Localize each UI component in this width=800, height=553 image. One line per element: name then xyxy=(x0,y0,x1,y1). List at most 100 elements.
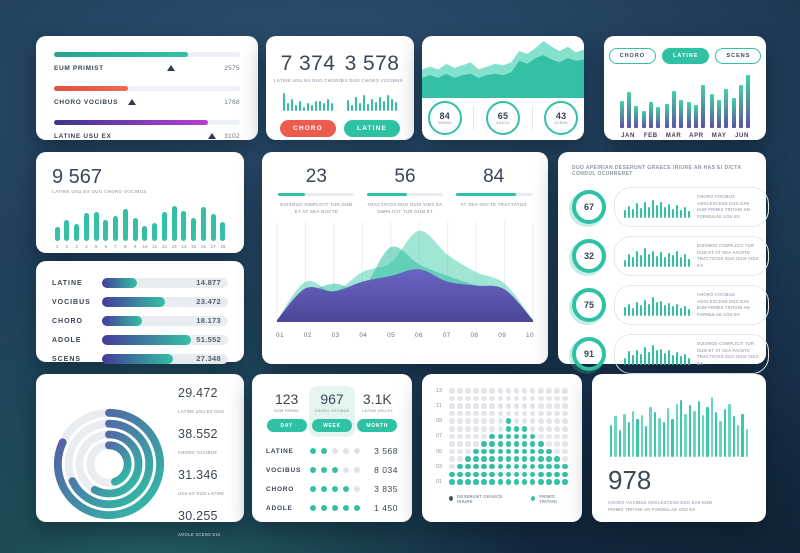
periods-card: 123 EUM PRIMIS DAY 967 CHORO VOCIBUS WEEK 3.1K… xyxy=(252,374,412,522)
bar-label: 17 xyxy=(210,244,216,250)
x-label: 01 xyxy=(276,331,284,339)
hbar-row: LATINE 14.877 xyxy=(52,278,228,288)
slider-meta: EUM PRIMIST 2575 xyxy=(54,64,240,73)
period-button-week[interactable]: WEEK xyxy=(311,419,352,432)
ring-chart-wrap: 29.472 LATINE USU EX DUO 38.552 CHORO VOCIB… xyxy=(36,374,244,553)
slider-marker-icon[interactable] xyxy=(208,133,217,139)
progress-row: 67 CHORO VOCIBUS ADOLESCENS DUO EAE EUM P… xyxy=(572,187,769,227)
bar-label: 7 xyxy=(114,244,117,250)
spark-bar xyxy=(319,101,321,111)
tab-scens[interactable]: SCENS xyxy=(715,48,762,64)
area-layer xyxy=(422,55,584,98)
matrix-dot xyxy=(521,410,528,417)
matrix-dot xyxy=(521,471,528,478)
bar xyxy=(731,97,736,128)
bar xyxy=(676,303,678,316)
slider-marker-icon[interactable] xyxy=(167,65,176,71)
matrix-dot xyxy=(489,418,495,424)
matrix-dot xyxy=(538,448,544,455)
hbar-fill xyxy=(102,316,143,326)
matrix-dot xyxy=(562,426,568,432)
mini-bar-chart xyxy=(624,294,690,316)
slider-track[interactable] xyxy=(54,52,240,57)
tab-latine[interactable]: LATINE xyxy=(662,48,710,64)
matrix-dot xyxy=(521,448,528,455)
bar-column: 13 xyxy=(171,205,177,249)
bar xyxy=(728,403,731,457)
stat-caption: TRACTATOS DUO DUIS VIDS EA SIMPLICIT TUR… xyxy=(367,201,443,214)
slider-row: EUM PRIMIST 2575 xyxy=(54,52,240,73)
matrix-dots xyxy=(449,471,568,478)
matrix-dot xyxy=(562,479,568,485)
hbar-track: 23.472 xyxy=(102,297,228,307)
bar-label: 10 xyxy=(142,244,148,250)
matrix-dot xyxy=(449,463,455,470)
matrix-dot xyxy=(505,433,512,440)
matrix-dot xyxy=(481,448,487,455)
bar xyxy=(181,210,187,242)
period-stats: 123 EUM PRIMIS DAY 967 CHORO VOCIBUS WEEK 3.1K… xyxy=(252,374,412,437)
ring-caption: LATINE USU EX DUO xyxy=(178,409,225,414)
slider-fill xyxy=(54,120,209,125)
hbar-row: SCENS 27.348 xyxy=(52,354,228,364)
slider-track[interactable] xyxy=(54,86,240,91)
progress-row: 75 CHORO VOCIBUS ADOLESCENS DUO EAE EUM P… xyxy=(572,285,769,325)
bar xyxy=(684,354,686,365)
matrix-dot xyxy=(513,463,520,470)
stat-progress-track xyxy=(366,193,443,196)
bar-column: 16 xyxy=(200,207,206,249)
slider-marker-icon[interactable] xyxy=(128,99,137,105)
period-button-month[interactable]: MONTH xyxy=(357,419,398,432)
matrix-dot xyxy=(538,456,544,462)
matrix-dot xyxy=(529,395,536,402)
bar xyxy=(648,253,650,267)
bar xyxy=(688,405,692,457)
matrix-dot xyxy=(449,388,455,394)
x-axis-labels: 01 02 03 04 05 06 07 08 09 10 xyxy=(262,332,548,339)
matrix-dot xyxy=(457,456,463,462)
matrix-row: 09 xyxy=(436,417,568,425)
month-label: MAR xyxy=(665,133,682,139)
matrix-dot xyxy=(465,418,471,424)
progress-text: CHORO VOCIBUS ADOLESCENS DUO EAE EUM PRI… xyxy=(697,194,750,219)
matrix-dot xyxy=(529,448,536,455)
slider-value: 1768 xyxy=(224,99,240,106)
kpi-circle: 65 ADOLE xyxy=(485,101,520,135)
choro-button[interactable]: CHORO xyxy=(280,120,336,137)
matrix-dot xyxy=(546,471,552,478)
bar xyxy=(171,205,177,242)
slider-track[interactable] xyxy=(54,120,240,125)
slider-value: 3102 xyxy=(224,133,240,140)
bar xyxy=(716,100,721,128)
period-button-day[interactable]: DAY xyxy=(266,419,307,432)
matrix-dot xyxy=(465,456,471,462)
matrix-dot xyxy=(481,388,487,394)
stat-progress-fill xyxy=(366,193,407,196)
spark-bar xyxy=(371,98,373,111)
kpi-left: 7 374 LATINE USU EX DUO CHORO CHORO xyxy=(273,52,343,137)
hbar-fill xyxy=(102,297,165,307)
matrix-dot xyxy=(497,471,504,478)
rating-dots xyxy=(310,467,374,473)
hbar-value: 27.348 xyxy=(196,354,221,363)
bar-column: 18 xyxy=(220,221,226,249)
dense-bar-chart xyxy=(608,387,750,457)
area-layer xyxy=(277,268,533,322)
bar xyxy=(688,211,690,218)
matrix-dot xyxy=(505,388,512,394)
tab-choro[interactable]: CHORO xyxy=(608,48,657,64)
kpi-left-caption: LATINE USU EX DUO CHORO xyxy=(273,78,343,83)
matrix-dot xyxy=(554,433,560,440)
bar xyxy=(680,356,682,365)
ring-value-item: 29.472 LATINE USU EX DUO xyxy=(178,386,224,418)
matrix-dot xyxy=(513,395,520,402)
bar xyxy=(723,409,727,457)
legend-item: DESERUNT GRAECE IRIURE xyxy=(449,494,509,504)
rating-dots xyxy=(310,486,374,492)
bar-group xyxy=(642,102,661,128)
matrix-dot xyxy=(538,479,544,485)
matrix-dot xyxy=(529,403,536,409)
matrix-dot xyxy=(489,426,495,432)
latine-button[interactable]: LATINE xyxy=(344,120,400,137)
month-label: JAN xyxy=(621,133,635,139)
